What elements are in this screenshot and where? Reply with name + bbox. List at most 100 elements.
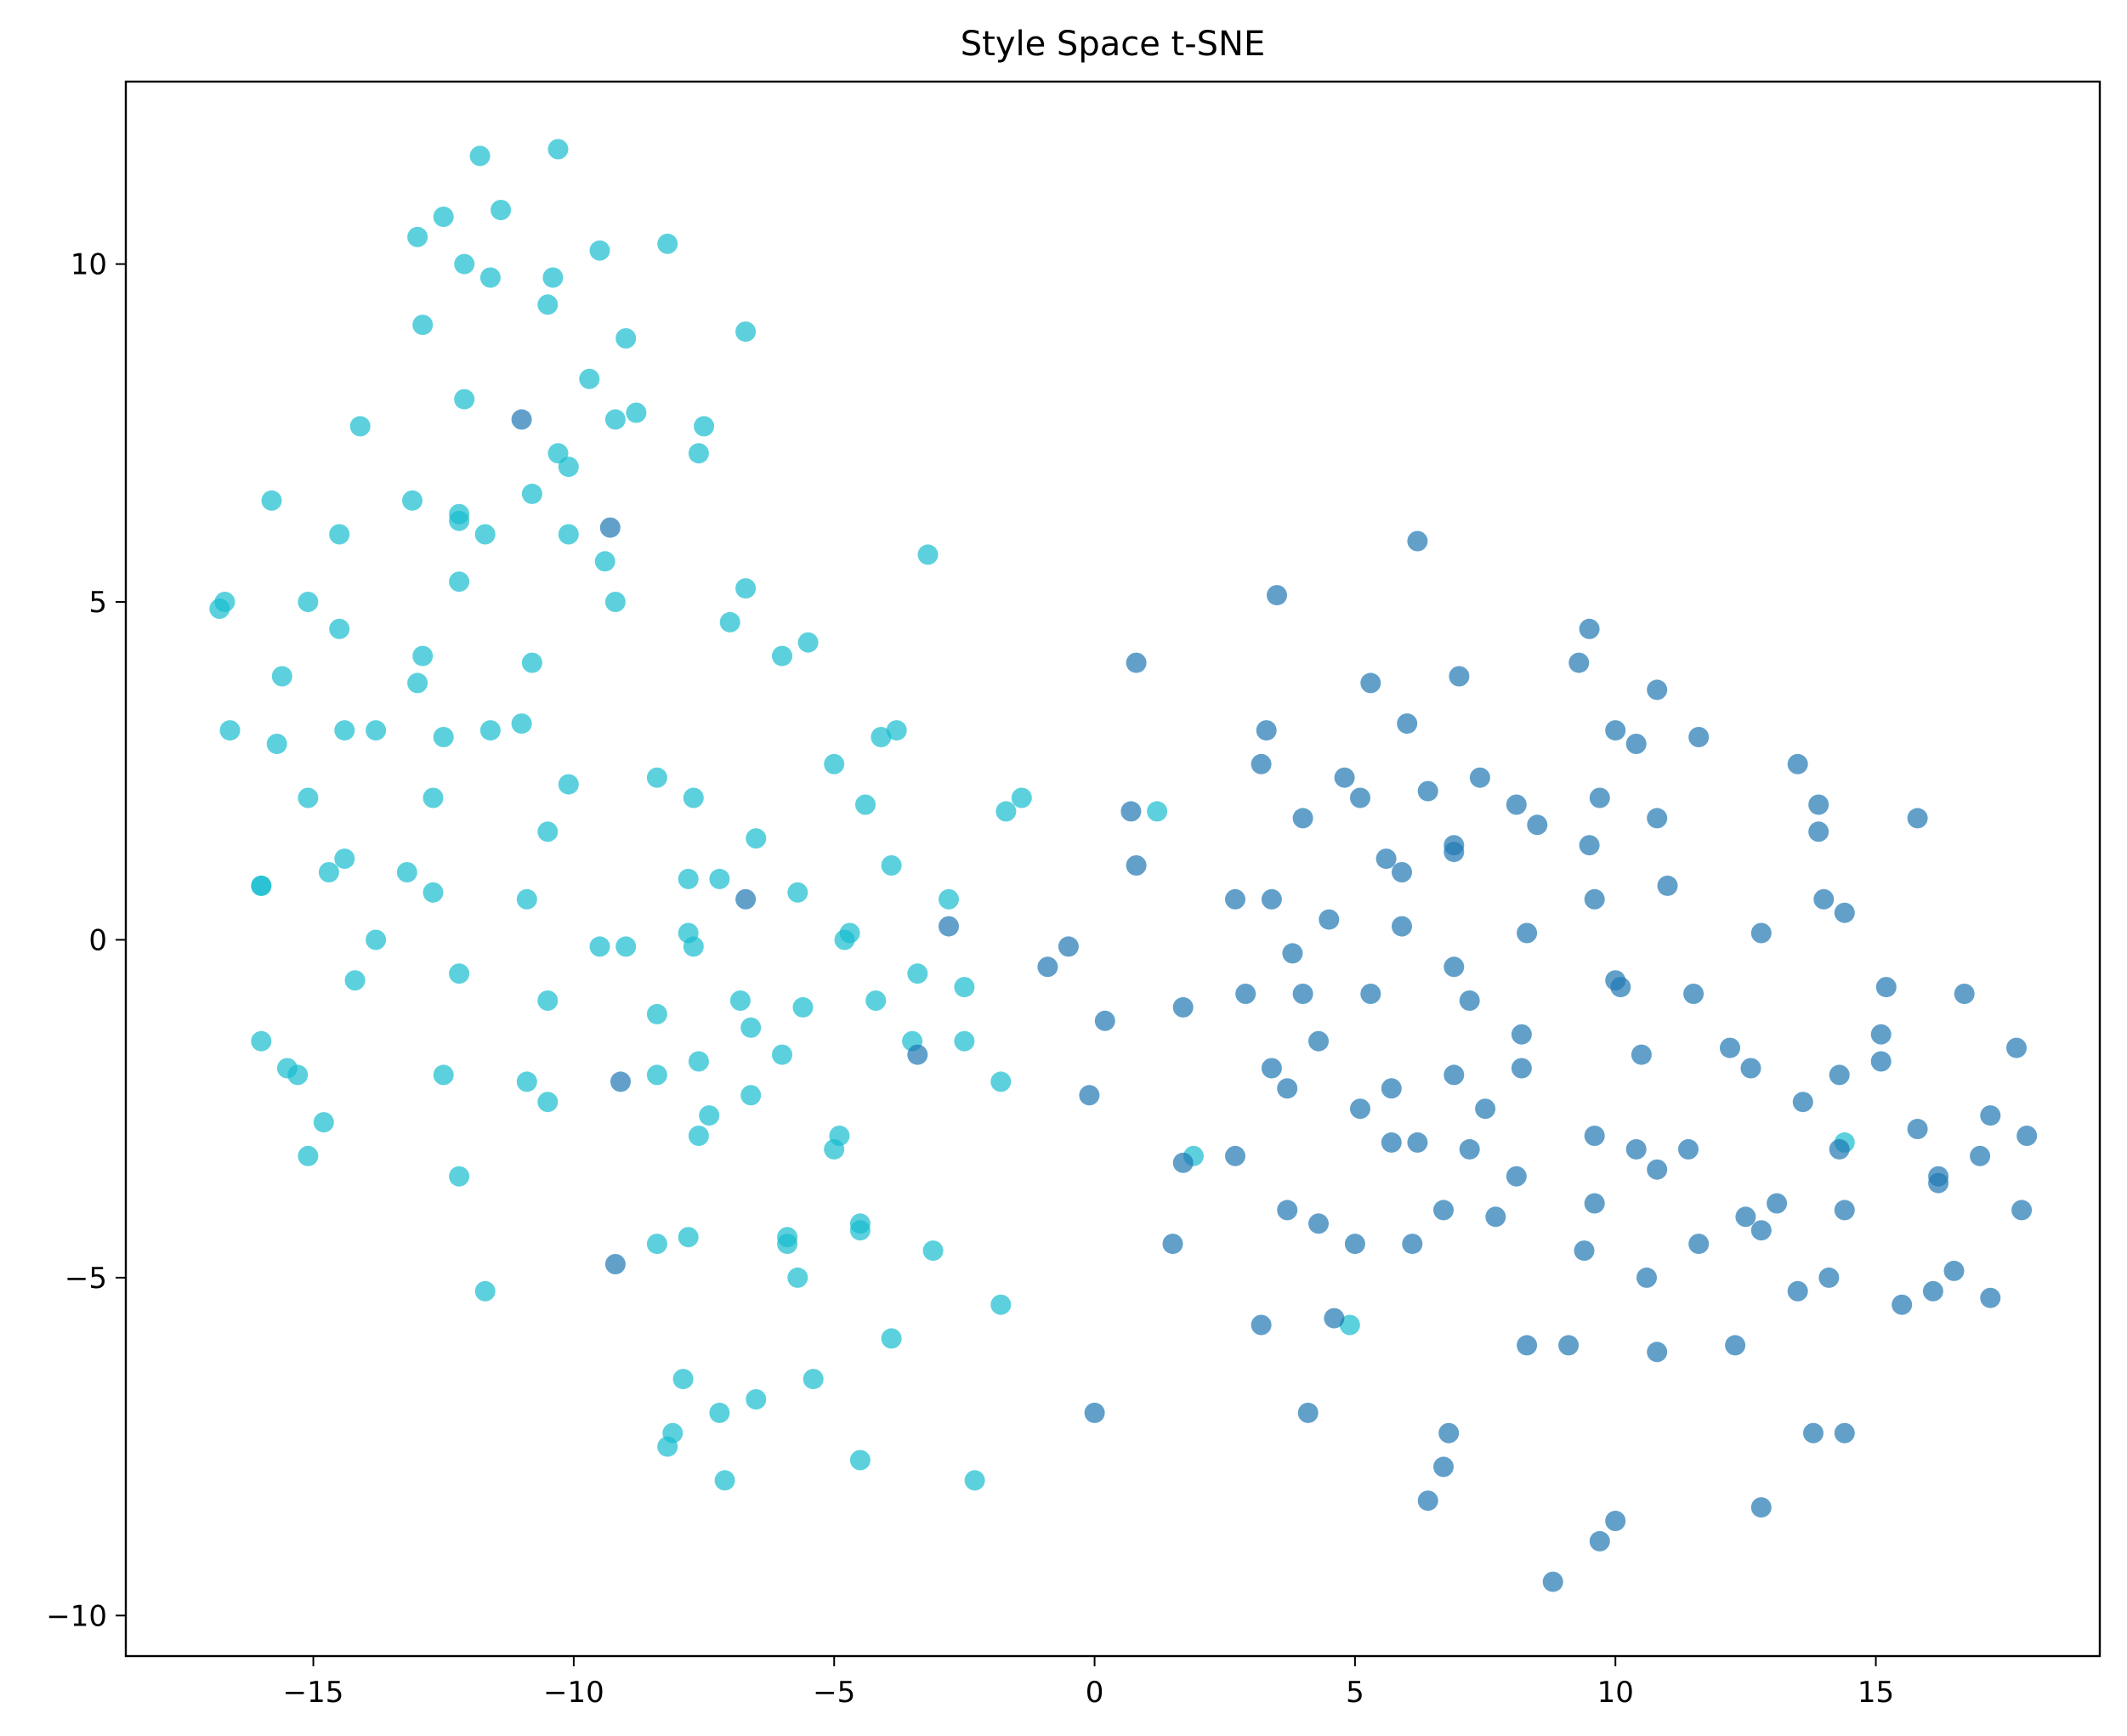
scatter-point-s0-13	[735, 321, 757, 343]
scatter-point-s0-46	[407, 672, 428, 694]
x-tick-label: −15	[283, 1676, 344, 1710]
scatter-point-s0-16	[626, 402, 647, 423]
x-tick-label: 0	[1086, 1676, 1104, 1710]
scatter-point-s1-28	[1277, 1200, 1298, 1221]
scatter-point-s1-59	[1459, 1138, 1480, 1160]
scatter-point-s0-18	[349, 416, 371, 437]
scatter-point-s1-76	[1568, 652, 1590, 673]
scatter-point-s1-127	[1907, 808, 1928, 829]
y-tick-label: −10	[46, 1599, 107, 1633]
scatter-point-s1-95	[1657, 875, 1678, 896]
scatter-point-s0-22	[558, 457, 579, 478]
scatter-point-s0-137	[714, 1470, 735, 1491]
scatter-point-s1-37	[1350, 787, 1370, 808]
scatter-point-s0-71	[881, 855, 902, 876]
scatter-point-s0-133	[709, 1402, 730, 1423]
scatter-point-s0-67	[746, 828, 767, 849]
scatter-point-s1-136	[1980, 1287, 2001, 1308]
y-tick-label: 10	[71, 248, 107, 282]
chart-title: Style Space t-SNE	[961, 25, 1266, 64]
scatter-point-s1-82	[1584, 1193, 1605, 1214]
scatter-point-s0-111	[699, 1105, 720, 1126]
scatter-point-s1-87	[1610, 977, 1631, 998]
scatter-point-s0-15	[454, 389, 475, 410]
scatter-point-s1-3	[939, 916, 959, 937]
scatter-point-s0-108	[537, 1092, 559, 1113]
scatter-point-s1-47	[1397, 713, 1418, 735]
scatter-point-s0-97	[251, 1030, 272, 1052]
scatter-point-s1-25	[1267, 585, 1287, 606]
scatter-point-s0-78	[787, 882, 808, 903]
scatter-point-s0-8	[479, 267, 501, 288]
scatter-point-s0-99	[954, 1030, 975, 1052]
scatter-point-s0-10	[537, 294, 559, 315]
scatter-point-s1-58	[1444, 1064, 1465, 1086]
scatter-point-s1-107	[1750, 1220, 1772, 1241]
scatter-point-s1-85	[1625, 734, 1647, 754]
scatter-point-s0-125	[787, 1267, 808, 1288]
y-axis: −10 −5 0 5 10	[46, 248, 126, 1633]
scatter-point-s1-139	[2016, 1126, 2038, 1146]
scatter-point-s1-134	[1970, 1145, 1991, 1166]
scatter-point-s0-50	[366, 720, 387, 741]
scatter-point-s1-67	[1506, 794, 1527, 815]
scatter-point-s0-86	[683, 936, 704, 957]
scatter-point-s1-114	[1808, 794, 1829, 815]
scatter-point-s0-55	[266, 734, 287, 754]
scatter-point-s0-30	[558, 524, 579, 545]
scatter-point-s1-119	[1829, 1138, 1850, 1160]
points-layer	[209, 139, 2038, 1592]
scatter-point-s0-60	[298, 787, 319, 808]
scatter-point-s1-21	[1251, 753, 1272, 774]
scatter-point-s0-115	[298, 1145, 319, 1166]
scatter-point-s1-89	[1631, 1044, 1652, 1065]
scatter-point-s1-72	[1506, 1166, 1527, 1187]
scatter-point-s0-59	[423, 787, 444, 808]
scatter-point-s1-125	[1870, 1051, 1892, 1072]
scatter-point-s1-96	[1647, 1159, 1668, 1180]
scatter-point-s1-11	[1084, 1402, 1105, 1423]
x-tick-label: −5	[813, 1676, 855, 1710]
scatter-point-s0-138	[964, 1470, 985, 1491]
scatter-point-s0-53	[886, 720, 907, 741]
scatter-point-s1-63	[1485, 1206, 1506, 1228]
scatter-point-s1-15	[1172, 996, 1194, 1018]
scatter-point-s1-109	[1767, 1193, 1788, 1214]
scatter-point-s1-74	[1542, 1571, 1563, 1592]
y-tick-label: 5	[88, 586, 107, 620]
scatter-point-s1-91	[1605, 1511, 1626, 1531]
scatter-point-s1-52	[1417, 780, 1438, 802]
scatter-point-s1-106	[1750, 922, 1772, 944]
scatter-point-s0-72	[678, 868, 699, 889]
scatter-point-s0-56	[824, 753, 845, 774]
scatter-point-s1-84	[1605, 720, 1626, 741]
scatter-point-s1-1	[599, 517, 621, 538]
scatter-point-s0-124	[922, 1240, 944, 1262]
scatter-point-s1-49	[1407, 1132, 1428, 1153]
scatter-point-s1-54	[1444, 842, 1465, 863]
x-tick-label: −10	[543, 1676, 604, 1710]
scatter-point-s1-10	[1079, 1085, 1100, 1106]
scatter-point-s1-99	[1683, 984, 1704, 1004]
scatter-point-s1-0	[511, 409, 532, 430]
scatter-point-s0-132	[746, 1389, 767, 1410]
scatter-point-s0-87	[344, 970, 366, 991]
scatter-point-s0-70	[396, 862, 417, 882]
scatter-point-s0-45	[271, 666, 292, 687]
scatter-point-s1-137	[2006, 1037, 2027, 1058]
scatter-point-s0-52	[433, 727, 454, 747]
scatter-point-s1-33	[1319, 909, 1340, 930]
scatter-point-s0-37	[209, 599, 230, 619]
scatter-point-s1-108	[1750, 1497, 1772, 1518]
scatter-point-s0-63	[855, 794, 876, 815]
scatter-point-s1-97	[1647, 1342, 1668, 1363]
scatter-point-s0-75	[251, 875, 272, 896]
scatter-point-s1-64	[1438, 1422, 1460, 1444]
scatter-point-s1-34	[1308, 1213, 1329, 1234]
scatter-point-s1-2	[735, 888, 757, 910]
scatter-point-s1-123	[1870, 1024, 1892, 1045]
scatter-point-s1-20	[1225, 1145, 1245, 1166]
scatter-point-s1-124	[1875, 977, 1897, 998]
scatter-point-s1-110	[1787, 753, 1808, 774]
